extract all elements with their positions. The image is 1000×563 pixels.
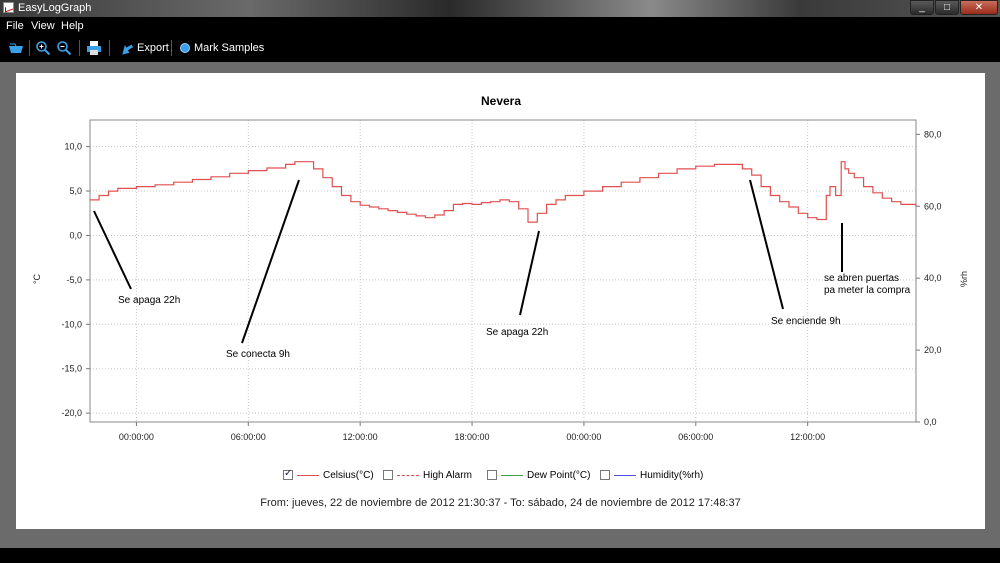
plot-area — [89, 119, 917, 423]
right-tick-label: 80,0 — [924, 129, 942, 139]
title-bar: EasyLogGraph _ □ ✕ — [0, 0, 1000, 17]
right-tick-label: 60,0 — [924, 201, 942, 211]
annotation-label: pa meter la compra — [824, 285, 911, 296]
chart-grid — [90, 120, 916, 422]
x-axis: 00:00:00 06:00:00 12:00:00 18:00:00 00:00:00… — [119, 422, 825, 442]
export-icon[interactable] — [118, 40, 134, 56]
annotation-arrow — [749, 179, 784, 310]
x-tick-label: 06:00:00 — [231, 432, 266, 442]
menu-bar: File View Help — [0, 17, 1000, 35]
dew-point-swatch — [501, 475, 523, 476]
x-tick-label: 18:00:00 — [455, 432, 490, 442]
y-right-label: %rh — [959, 271, 969, 287]
minimize-button[interactable]: _ — [910, 0, 934, 15]
chart-panel: Nevera 10,0 5,0 0,0 -5,0 -10,0 -15,0 -20,0 80,… — [16, 73, 985, 529]
series-layer — [89, 161, 917, 223]
left-tick-label: -5,0 — [66, 275, 82, 285]
chart-title: Nevera — [481, 94, 521, 108]
annotation-label: Se apaga 22h — [118, 295, 180, 306]
humidity-swatch — [614, 475, 636, 476]
y-left-label: °C — [32, 273, 42, 284]
mark-samples-icon[interactable] — [179, 40, 191, 56]
zoom-in-icon[interactable] — [35, 40, 51, 56]
right-axis: 80,0 60,0 40,0 20,0 0,0 — [916, 129, 942, 427]
window-title: EasyLogGraph — [18, 2, 92, 14]
app-icon — [3, 2, 14, 13]
print-icon[interactable] — [86, 40, 102, 56]
right-tick-label: 0,0 — [924, 417, 937, 427]
open-icon[interactable] — [7, 40, 25, 56]
x-tick-label: 12:00:00 — [343, 432, 378, 442]
status-strip — [0, 548, 1000, 563]
x-tick-label: 12:00:00 — [790, 432, 825, 442]
maximize-button[interactable]: □ — [935, 0, 959, 15]
legend-label-dew-point: Dew Point(°C) — [527, 470, 591, 481]
annotation-label: Se enciende 9h — [771, 316, 841, 327]
toolbar: Export Mark Samples — [0, 36, 1000, 60]
celsius-swatch — [297, 475, 319, 476]
annotation-label: Se conecta 9h — [226, 349, 290, 360]
left-tick-label: -10,0 — [61, 319, 82, 329]
legend-label-humidity: Humidity(%rh) — [640, 470, 704, 481]
legend-checkbox-humidity[interactable] — [600, 470, 610, 480]
legend-checkbox-celsius[interactable] — [283, 468, 293, 480]
left-tick-label: 5,0 — [69, 186, 82, 196]
left-tick-label: -20,0 — [61, 408, 82, 418]
annotation-arrow — [93, 210, 132, 290]
x-tick-label: 06:00:00 — [678, 432, 713, 442]
legend-checkbox-dew-point[interactable] — [487, 470, 497, 480]
menu-view[interactable]: View — [31, 20, 55, 32]
menu-file[interactable]: File — [6, 20, 24, 32]
legend-label-high-alarm: High Alarm — [423, 470, 472, 481]
chart: Nevera 10,0 5,0 0,0 -5,0 -10,0 -15,0 -20,0 80,… — [32, 94, 969, 442]
left-tick-label: 10,0 — [64, 142, 82, 152]
zoom-out-icon[interactable] — [56, 40, 72, 56]
left-tick-label: 0,0 — [69, 230, 82, 240]
right-tick-label: 20,0 — [924, 345, 942, 355]
left-tick-label: -15,0 — [61, 364, 82, 374]
export-button[interactable]: Export — [137, 42, 169, 54]
annotation-label: se abren puertas — [824, 273, 899, 284]
annotation-label: Se apaga 22h — [486, 327, 548, 338]
high-alarm-swatch — [397, 475, 419, 476]
close-button[interactable]: ✕ — [960, 0, 998, 15]
annotation-arrow — [519, 230, 540, 316]
right-tick-label: 40,0 — [924, 273, 942, 283]
x-tick-label: 00:00:00 — [566, 432, 601, 442]
left-axis: 10,0 5,0 0,0 -5,0 -10,0 -15,0 -20,0 — [61, 142, 90, 418]
legend-label-celsius: Celsius(°C) — [323, 470, 374, 481]
date-range-text: From: jueves, 22 de noviembre de 2012 21… — [260, 497, 741, 509]
annotation-arrow — [241, 179, 300, 344]
annotation-layer: Se apaga 22h Se conecta 9h Se apaga 22h Se … — [93, 179, 911, 360]
mark-samples-button[interactable]: Mark Samples — [194, 42, 265, 54]
series-line-celsius — [89, 161, 917, 223]
legend-checkbox-high-alarm[interactable] — [383, 470, 393, 480]
menu-help[interactable]: Help — [61, 20, 84, 32]
window-controls: _ □ ✕ — [910, 0, 998, 15]
x-tick-label: 00:00:00 — [119, 432, 154, 442]
